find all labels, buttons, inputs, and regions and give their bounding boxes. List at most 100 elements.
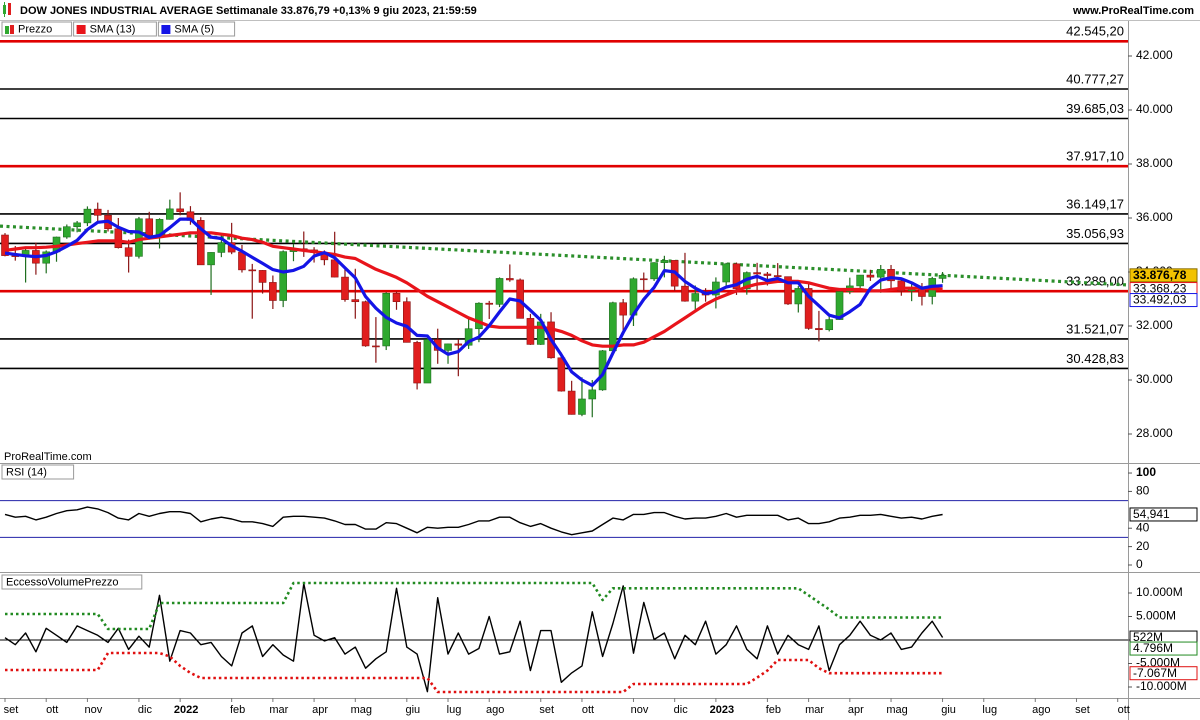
candle-body <box>464 328 473 346</box>
candle-body <box>588 389 597 400</box>
legend-swatch <box>76 25 86 34</box>
candle-body <box>712 281 720 296</box>
x-tick-label: ott <box>1118 704 1130 716</box>
x-tick-label: set <box>1075 704 1090 716</box>
candle-body <box>485 302 494 305</box>
level-label: 33.289,00 <box>1066 274 1124 289</box>
candle-body <box>124 247 133 257</box>
y-tick-label: 28.000 <box>1136 426 1173 440</box>
candle-body <box>73 222 81 228</box>
legend-label: Prezzo <box>18 23 52 35</box>
candle-body <box>773 275 782 277</box>
candle-body <box>495 278 504 305</box>
value-tag-box <box>1129 268 1198 283</box>
candle-body <box>248 269 257 272</box>
y-tick-label: 42.000 <box>1136 48 1173 62</box>
candle-body <box>42 251 51 264</box>
candle-body <box>361 301 370 347</box>
value-tag-box <box>1129 507 1198 522</box>
legend-swatch <box>10 25 14 34</box>
candle-body <box>258 270 267 283</box>
candle-body <box>567 390 576 415</box>
source: www.ProRealTime.com <box>1072 5 1194 17</box>
value-tag-box <box>1129 293 1198 308</box>
x-tick-label: giu <box>405 704 420 716</box>
value-tag: 522M <box>1133 630 1163 644</box>
x-tick-label: set <box>4 704 19 716</box>
x-tick-label: ago <box>1032 704 1050 716</box>
candle-body <box>341 276 349 300</box>
candle-body <box>166 208 174 220</box>
candle-body <box>825 319 834 331</box>
x-tick-label: mar <box>805 704 824 716</box>
value-tag-box <box>1129 666 1198 681</box>
legend-label: SMA (13) <box>90 23 136 35</box>
y-tick-label: 32.000 <box>1136 318 1173 332</box>
candle-body <box>135 218 143 257</box>
candle-body <box>454 343 463 346</box>
x-tick-label: giu <box>941 704 956 716</box>
candle-body <box>506 278 514 281</box>
chart-title: DOW JONES INDUSTRIAL AVERAGE Settimanale… <box>20 5 477 17</box>
candle-body <box>639 278 648 281</box>
candle-body <box>93 208 102 216</box>
value-tag: 4.796M <box>1133 641 1173 655</box>
candle-body <box>145 218 154 236</box>
candle-body <box>835 291 844 320</box>
y-tick-label: 80 <box>1136 484 1150 498</box>
header-icon <box>3 2 11 17</box>
legend-swatch <box>5 26 9 34</box>
moving-average-line <box>4 217 943 387</box>
value-tag: 33.368,23 <box>1133 282 1187 296</box>
candle-body <box>866 274 875 278</box>
candle-body <box>609 302 617 352</box>
y-tick-label: 20 <box>1136 539 1150 553</box>
candle-body <box>423 339 432 384</box>
y-tick-label: 40.000 <box>1136 102 1173 116</box>
level-label: 42.545,20 <box>1066 24 1124 39</box>
x-tick-label: lug <box>982 704 997 716</box>
y-tick-label: 30.000 <box>1136 372 1173 386</box>
x-tick-label: nov <box>631 704 649 716</box>
watermark: ProRealTime.com <box>4 451 92 463</box>
x-tick-label: nov <box>85 704 103 716</box>
candle-body <box>804 288 813 329</box>
x-tick-label: dic <box>138 704 153 716</box>
candle-body <box>372 345 380 348</box>
y-tick-label: 0 <box>1136 557 1143 571</box>
candle-body <box>650 262 658 280</box>
y-tick-label: 5.000M <box>1136 609 1176 623</box>
x-tick-label: 2022 <box>174 704 198 716</box>
value-tag: 33.876,78 <box>1133 268 1187 282</box>
candle-body <box>207 252 215 266</box>
x-tick-label: mag <box>886 704 907 716</box>
level-label: 31.521,07 <box>1066 321 1124 336</box>
legend-box <box>73 21 157 37</box>
value-tag-box <box>1129 641 1198 656</box>
candle-body <box>269 282 277 301</box>
candle-body <box>403 301 411 343</box>
x-tick-label: mag <box>351 704 372 716</box>
candle-body <box>238 251 246 271</box>
candle-body <box>660 260 669 263</box>
y-tick-label: 10.000M <box>1136 585 1183 599</box>
candle-body <box>691 293 700 302</box>
candle-body <box>444 343 452 351</box>
candle-body <box>351 299 360 303</box>
candle-body <box>763 273 772 276</box>
value-tag: -7.067M <box>1133 666 1177 680</box>
panel-title-box <box>1 464 75 480</box>
candle-body <box>392 292 401 302</box>
candle-body <box>196 220 205 266</box>
value-tag: 33.492,03 <box>1133 293 1187 307</box>
band-line <box>5 651 943 694</box>
level-label: 30.428,83 <box>1066 351 1124 366</box>
candle-body <box>753 272 761 275</box>
candle-body <box>897 280 906 292</box>
x-tick-label: apr <box>848 704 864 716</box>
candle-body <box>578 398 586 415</box>
candle-body <box>557 357 566 392</box>
candle-body <box>856 274 864 287</box>
